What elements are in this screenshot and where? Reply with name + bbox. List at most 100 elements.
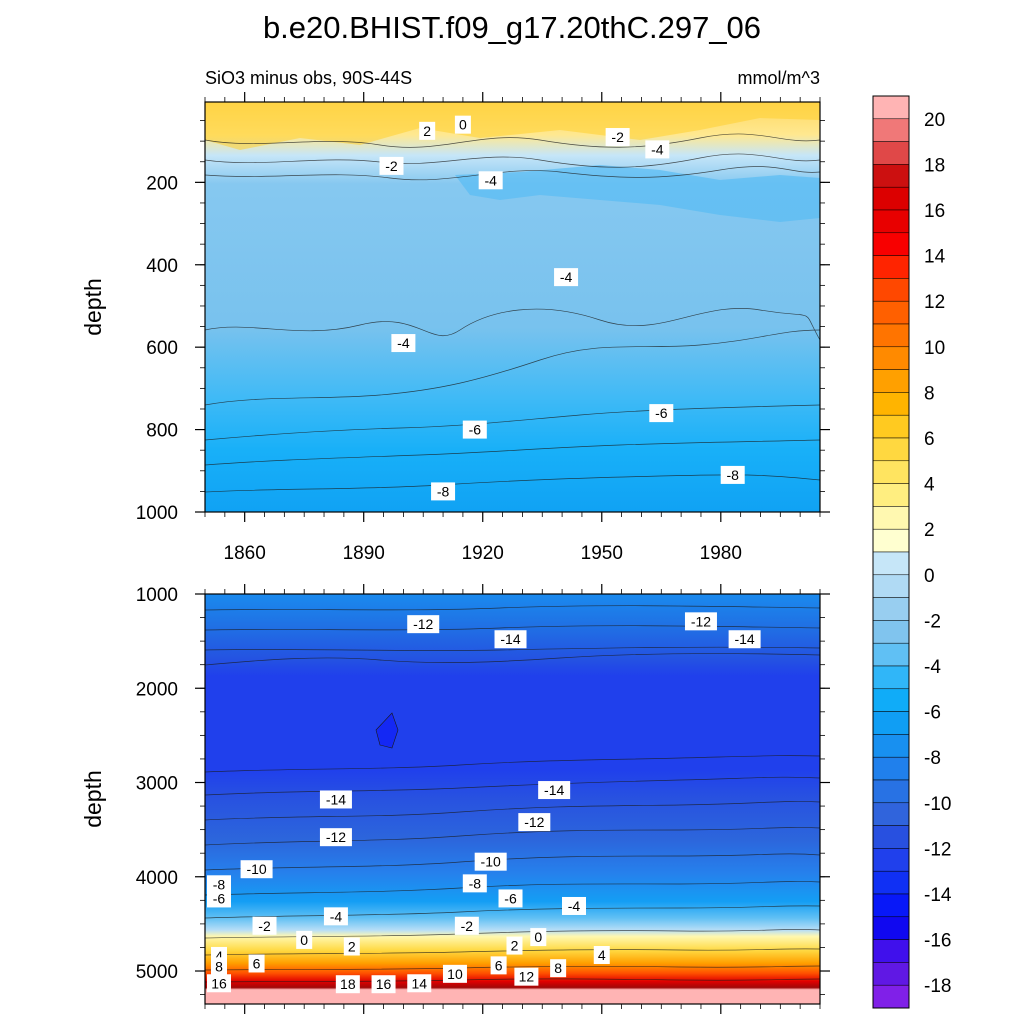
colorbar-label: -8 (924, 748, 941, 769)
contour-label: -14 (538, 781, 571, 800)
x-tick-label: 1890 (343, 543, 385, 564)
contour-label-box (462, 420, 487, 439)
upper-cold-patch (455, 165, 820, 222)
contour-label: 6 (490, 956, 507, 975)
colorbar-swatch (872, 620, 910, 644)
contour-label-text: -8 (469, 875, 482, 891)
contour-label-text: -12 (524, 814, 544, 830)
colorbar-swatch (872, 460, 910, 484)
contour-label-text: -8 (213, 876, 226, 892)
colorbar-label: -16 (924, 931, 951, 952)
colorbar-swatch (872, 688, 910, 712)
contour-label: -14 (494, 630, 527, 649)
colorbar-swatch (872, 483, 910, 507)
contour-label-text: -6 (655, 405, 668, 421)
colorbar-swatch (872, 734, 910, 758)
colorbar-swatch (872, 528, 910, 553)
colorbar-swatch (872, 574, 910, 598)
contour-label-box (454, 115, 471, 134)
contour-label-box (207, 974, 231, 993)
colorbar-label: 12 (924, 292, 945, 313)
contour-label-text: -12 (691, 613, 711, 629)
colorbar-swatch (872, 164, 910, 188)
contour-labels: 2 0-2-4-2-4-4-4-6-6-8-8-12-14-12-14-14-12… (207, 115, 761, 994)
upper-y-tick-label: 600 (146, 338, 178, 359)
upper-y-axis-title: depth (80, 278, 106, 336)
contour-label-text: -14 (326, 791, 346, 807)
colorbar-swatch (872, 711, 910, 735)
contour-label: -4 (562, 896, 586, 915)
colorbar-swatch (872, 802, 910, 826)
upper-y-tick-label: 800 (146, 421, 178, 442)
contour-label: 14 (407, 974, 432, 993)
contour-label-text: -4 (330, 908, 343, 924)
x-tick-label: 1950 (581, 543, 623, 564)
variable-subtitle: SiO3 minus obs, 90S-44S (205, 68, 412, 88)
colorbar-swatch (872, 551, 910, 576)
colorbar-swatch (872, 414, 910, 439)
upper-y-tick-label: 200 (146, 173, 178, 194)
contour-label-text: -2 (461, 918, 474, 934)
contour-label-text: -4 (560, 269, 573, 285)
contour-label-text: -4 (484, 172, 497, 188)
colorbar-swatch (872, 756, 910, 781)
lower-min-core (375, 712, 399, 749)
upper-warm-surface (205, 102, 820, 150)
contour-label: -2 (605, 128, 630, 147)
colorbar-label: -10 (924, 794, 951, 815)
contour-label-box (518, 813, 551, 832)
contour-label: -6 (649, 404, 674, 423)
contour-label: 16 (207, 974, 231, 993)
contour-label: -14 (319, 790, 352, 809)
contour-label-text: -4 (651, 141, 664, 157)
contour-label: -8 (207, 875, 231, 894)
contour-label-box (649, 404, 674, 423)
lower-y-tick-label: 4000 (136, 868, 178, 889)
contour-label-box (319, 790, 352, 809)
contour-label-text: -6 (504, 890, 517, 906)
colorbar-swatch (872, 870, 910, 895)
contour-label-text: 2 (423, 123, 431, 139)
contour-label-box (296, 930, 313, 949)
lower-y-tick-label: 5000 (136, 962, 178, 983)
colorbar-label: 14 (924, 247, 946, 268)
colorbar-swatch (872, 779, 910, 804)
contour-label-box (431, 482, 456, 501)
contour-label-box (240, 860, 273, 879)
contour-label: 2 (506, 936, 523, 955)
colorbar: 20181614121086420-2-4-6-8-10-12-14-16-18… (872, 95, 952, 1024)
contour-label-text: 6 (253, 955, 261, 971)
contour-label-box (207, 875, 231, 894)
contour-label-box (498, 889, 523, 908)
colorbar-swatch (872, 369, 910, 393)
colorbar-label: 8 (924, 383, 935, 404)
contour-label: -10 (474, 852, 507, 871)
colorbar-swatch (872, 346, 910, 370)
contour-label-box (211, 957, 227, 976)
contour-label: -4 (323, 907, 348, 926)
contour-label-text: -6 (469, 422, 482, 438)
contour-label-text: 8 (215, 958, 223, 974)
contour-label-text: -4 (568, 898, 581, 914)
colorbar-label: -4 (924, 657, 941, 678)
contour-label-text: -2 (385, 158, 398, 174)
colorbar-label: -18 (924, 976, 951, 997)
colorbar-swatch (872, 141, 910, 165)
contour-label-box (379, 156, 404, 175)
contour-label-box (252, 916, 277, 935)
contour-label: 0 (296, 930, 313, 949)
colorbar-swatch (872, 392, 910, 416)
colorbar-swatch (872, 232, 910, 256)
contour-label-text: -14 (500, 631, 520, 647)
colorbar-label: 16 (924, 201, 945, 222)
contour-label-text: 4 (215, 948, 223, 964)
contour-label-box (530, 928, 547, 947)
contour-label-box (462, 874, 487, 893)
contour-label-box (538, 781, 571, 800)
contour-label-box (335, 975, 360, 994)
contour-label-text: 8 (554, 960, 562, 976)
contour-label-box (207, 889, 231, 908)
contour-label: -12 (684, 612, 717, 631)
contour-label-box (554, 268, 579, 287)
